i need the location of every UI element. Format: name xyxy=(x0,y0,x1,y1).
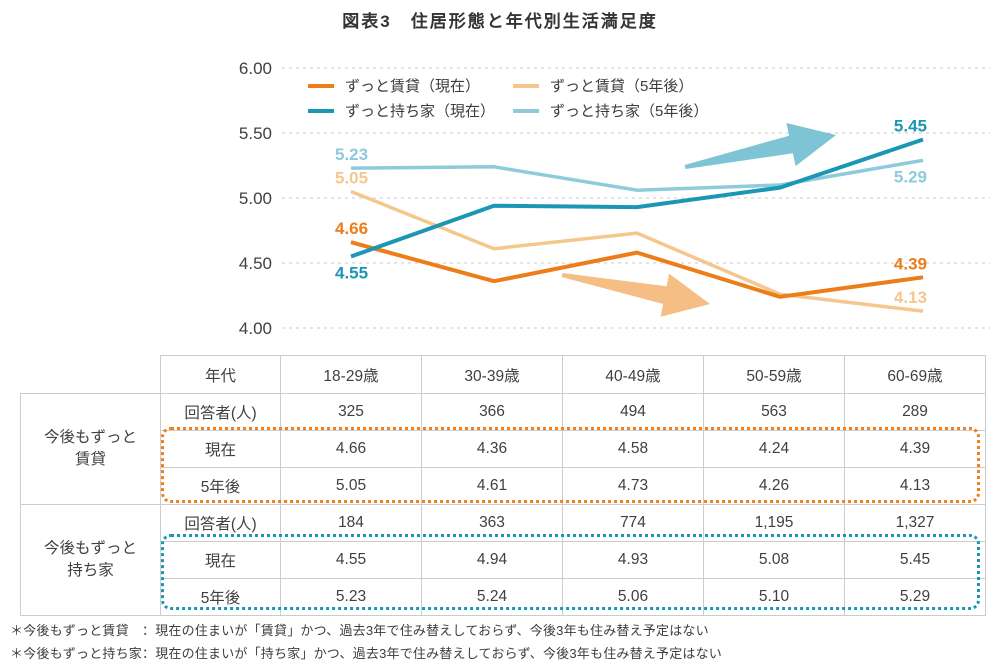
value-cell: 5.08 xyxy=(703,541,845,579)
data-label-last: 4.13 xyxy=(894,288,927,307)
legend-label: ずっと持ち家（5年後） xyxy=(550,103,708,120)
value-cell: 4.39 xyxy=(844,430,986,468)
data-label-first: 5.23 xyxy=(335,145,368,164)
y-axis-tick: 5.00 xyxy=(239,189,272,208)
value-cell: 5.29 xyxy=(844,578,986,616)
value-cell: 4.73 xyxy=(562,467,704,505)
legend-label: ずっと賃貸（5年後） xyxy=(550,78,693,95)
value-cell: 5.24 xyxy=(421,578,563,616)
y-axis-tick: 4.50 xyxy=(239,254,272,273)
series-line xyxy=(350,137,924,259)
value-cell: 4.24 xyxy=(703,430,845,468)
y-axis-tick: 6.00 xyxy=(239,59,272,78)
group-label-cell: 今後もずっと 持ち家 xyxy=(20,504,161,616)
header-cell-age-label: 年代 xyxy=(160,355,281,394)
row-label-cell: 回答者(人) xyxy=(160,504,281,542)
value-cell: 4.66 xyxy=(280,430,422,468)
value-cell: 5.06 xyxy=(562,578,704,616)
table-row: 現在 4.66 4.36 4.58 4.24 4.39 xyxy=(21,430,986,468)
table-header-row: 年代 18-29歳 30-39歳 40-49歳 50-59歳 60-69歳 xyxy=(21,355,986,394)
value-cell: 4.26 xyxy=(703,467,845,505)
trend-arrow xyxy=(684,123,836,169)
value-cell: 774 xyxy=(562,504,704,542)
table-row: 5年後 5.05 4.61 4.73 4.26 4.13 xyxy=(21,467,986,505)
row-label-cell: 現在 xyxy=(160,430,281,468)
header-cell-age-group: 60-69歳 xyxy=(844,355,986,394)
data-label-last: 4.39 xyxy=(894,254,927,273)
table-row: 5年後 5.23 5.24 5.06 5.10 5.29 xyxy=(21,578,986,616)
header-cell-age-group: 30-39歳 xyxy=(421,355,563,394)
data-label-first: 5.05 xyxy=(335,169,368,188)
y-axis-tick: 4.00 xyxy=(239,319,272,338)
group-label-cell: 今後もずっと 賃貸 xyxy=(20,393,161,505)
series-line xyxy=(350,158,924,192)
header-cell-age-group: 50-59歳 xyxy=(703,355,845,394)
value-cell: 1,327 xyxy=(844,504,986,542)
footnotes: ＊今後もずっと賃貸 ：現在の住まいが「賃貸」かつ、過去3年で住み替えしておらず、… xyxy=(10,620,722,666)
value-cell: 325 xyxy=(280,393,422,431)
value-cell: 184 xyxy=(280,504,422,542)
value-cell: 4.61 xyxy=(421,467,563,505)
value-cell: 4.36 xyxy=(421,430,563,468)
legend-label: ずっと賃貸（現在） xyxy=(345,78,480,95)
row-label-cell: 5年後 xyxy=(160,467,281,505)
value-cell: 4.13 xyxy=(844,467,986,505)
table-row: 現在 4.55 4.94 4.93 5.08 5.45 xyxy=(21,541,986,579)
data-label-last: 5.45 xyxy=(894,117,927,136)
value-cell: 5.05 xyxy=(280,467,422,505)
table-corner-blank xyxy=(21,356,161,394)
y-axis-tick: 5.50 xyxy=(239,124,272,143)
value-cell: 4.58 xyxy=(562,430,704,468)
row-label-cell: 5年後 xyxy=(160,578,281,616)
value-cell: 494 xyxy=(562,393,704,431)
data-label-first: 4.66 xyxy=(335,219,368,238)
value-cell: 366 xyxy=(421,393,563,431)
value-cell: 5.23 xyxy=(280,578,422,616)
value-cell: 4.55 xyxy=(280,541,422,579)
value-cell: 5.45 xyxy=(844,541,986,579)
data-table-wrap: 年代 18-29歳 30-39歳 40-49歳 50-59歳 60-69歳 今後もずっと 賃… xyxy=(20,355,986,616)
series-line xyxy=(350,240,924,299)
row-label-cell: 現在 xyxy=(160,541,281,579)
value-cell: 4.94 xyxy=(421,541,563,579)
value-cell: 1,195 xyxy=(703,504,845,542)
table-row: 今後もずっと 持ち家 回答者(人) 184 363 774 1,195 1,327 xyxy=(20,504,986,616)
chart-canvas: 6.00 5.50 5.00 4.50 4.00 ずっと賃貸（現在） ずっと賃貸（5年後） ず… xyxy=(239,59,990,338)
footnote-own: ＊今後もずっと持ち家：現在の住まいが「持ち家」かつ、過去3年で住み替えしておらず… xyxy=(10,645,722,661)
value-cell: 4.93 xyxy=(562,541,704,579)
data-label-first: 4.55 xyxy=(335,264,368,283)
data-label-last: 5.29 xyxy=(894,167,927,186)
row-label-cell: 回答者(人) xyxy=(160,393,281,431)
value-cell: 5.10 xyxy=(703,578,845,616)
header-cell-age-group: 18-29歳 xyxy=(280,355,422,394)
value-cell: 363 xyxy=(421,504,563,542)
footnote-rent: ＊今後もずっと賃貸 ：現在の住まいが「賃貸」かつ、過去3年で住み替えしておらず、… xyxy=(10,623,709,638)
value-cell: 563 xyxy=(703,393,845,431)
trend-arrow xyxy=(561,273,710,317)
value-cell: 289 xyxy=(844,393,986,431)
satisfaction-line-chart: 6.00 5.50 5.00 4.50 4.00 ずっと賃貸（現在） ずっと賃貸（5年後） ず… xyxy=(0,45,1000,355)
series-line xyxy=(350,189,924,313)
table-row: 今後もずっと 賃貸 回答者(人) 325 366 494 563 289 xyxy=(20,393,986,505)
legend-label: ずっと持ち家（現在） xyxy=(345,103,495,120)
data-table: 年代 18-29歳 30-39歳 40-49歳 50-59歳 60-69歳 今後もずっと 賃… xyxy=(20,355,986,616)
header-cell-age-group: 40-49歳 xyxy=(562,355,704,394)
page-title: 図表3 住居形態と年代別生活満足度 xyxy=(342,12,658,31)
